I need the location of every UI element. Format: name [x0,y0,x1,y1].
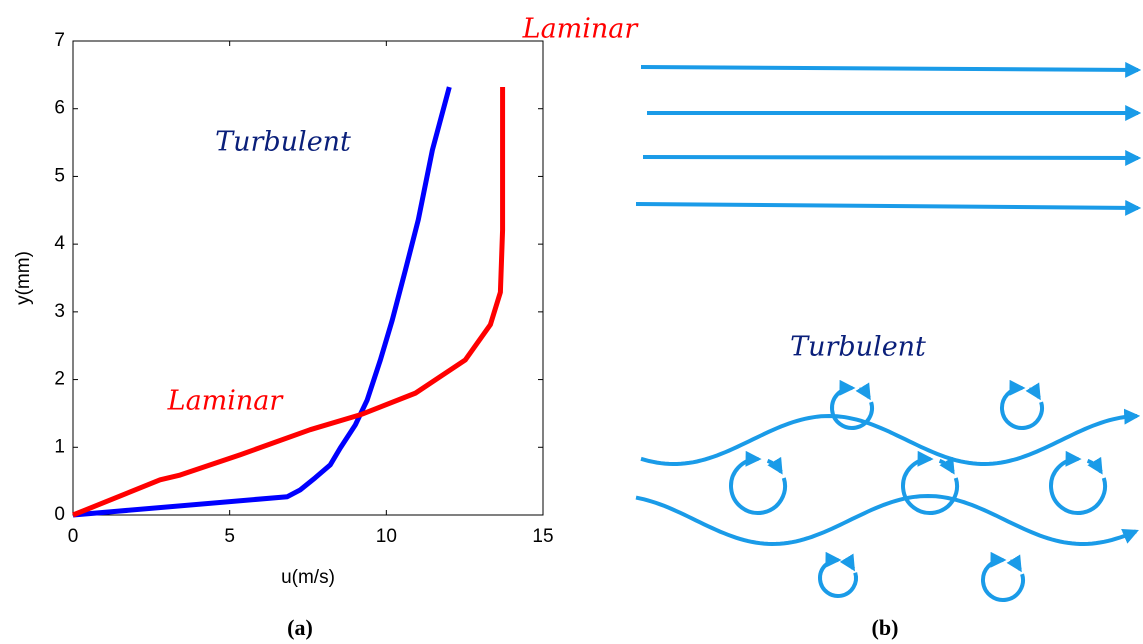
x-tick-label: 0 [68,526,79,547]
eddy [855,382,871,401]
flow-arrow [642,149,1142,166]
y-tick-label: 7 [54,30,65,51]
y-tick-label: 5 [54,165,65,186]
flow-arrow [635,199,1142,216]
legend-label: Laminar [167,386,285,417]
y-tick-label: 6 [54,98,65,119]
y-axis-label: y(mm) [13,251,34,305]
wave-arrow [635,493,1139,547]
panel-label: (a) [287,615,313,640]
y-tick-label: 3 [54,301,65,322]
plot-frame [72,40,544,516]
laminar-label: Laminar [522,14,640,45]
eddy [830,379,874,430]
y-tick-label: 0 [54,504,65,525]
eddy [1086,456,1103,475]
y-tick-label: 1 [54,436,65,457]
eddy [1049,450,1108,515]
turbulent-label: Turbulent [790,332,926,363]
panel-label: (b) [872,615,899,640]
x-tick-label: 15 [532,526,553,547]
turbulent-flow [635,379,1141,602]
eddy [1025,382,1041,401]
x-tick-label: 10 [376,526,397,547]
y-tick-label: 2 [54,369,65,390]
laminar-flow [635,61,1142,216]
eddy [901,450,960,515]
eddy [981,551,1025,602]
eddy [729,450,788,515]
eddy [766,456,783,475]
x-tick-label: 5 [224,526,235,547]
eddy [1000,379,1044,430]
flow-arrow [640,61,1142,78]
y-tick-label: 4 [54,233,65,254]
x-axis-label: u(m/s) [281,567,335,588]
eddy [1006,554,1022,573]
eddy [938,456,955,475]
line-series [72,87,506,518]
eddy [839,553,856,572]
legend-label: Turbulent [215,127,351,158]
eddy [818,551,858,598]
wave-arrow [640,408,1141,466]
